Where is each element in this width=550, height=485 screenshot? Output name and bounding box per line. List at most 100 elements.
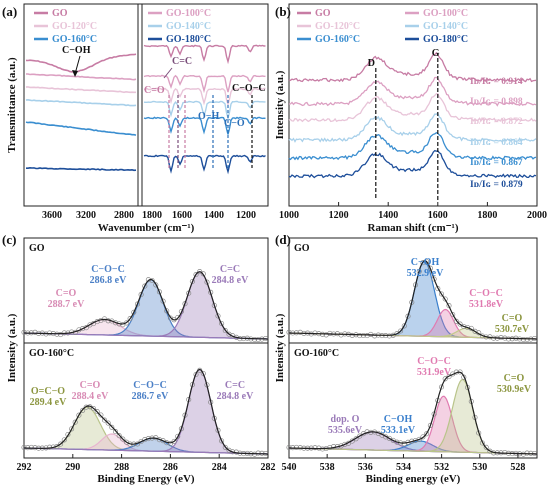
xps-data-point	[431, 276, 437, 282]
tick-282: 282	[261, 462, 276, 473]
xps-peak-value-1-0: 289.4 eV	[30, 397, 67, 408]
xps-data-point	[453, 318, 459, 324]
xps-peak-label-0-0: C−OH	[411, 257, 440, 268]
xps-data-point	[297, 329, 303, 335]
xps-data-point	[398, 328, 404, 334]
panel-c-frame	[23, 237, 269, 459]
xps-data-point	[65, 431, 71, 438]
panel-d-frame	[288, 237, 538, 459]
legend-a-label-0: GO	[52, 8, 68, 19]
xps-peak-label-1-3: C=C	[225, 380, 245, 391]
xps-peak-value-0-2: 530.7eV	[495, 324, 530, 335]
xlabel-a: Wavenumber (cm⁻¹)	[98, 222, 195, 234]
tick-292: 292	[17, 462, 32, 473]
xps-peak-label-1-2: C−O−C	[417, 356, 451, 367]
xps-peak-value-1-3: 530.9eV	[497, 384, 532, 395]
tick-286: 286	[163, 462, 178, 473]
ftir-left-line-5	[26, 166, 137, 172]
xps-data-point	[142, 283, 148, 289]
xps-subpanel-title-1: GO-160°C	[29, 348, 74, 359]
xlabel-d: Binding energy (eV)	[366, 473, 461, 485]
xps-peak-value-0-1: 531.8eV	[469, 299, 504, 310]
xps-peak-value-1-1: 288.4 eV	[72, 391, 109, 402]
xps-peak-value-1-0: 535.6eV	[328, 425, 363, 436]
xps-data-point	[171, 438, 177, 444]
xps-data-point	[386, 435, 392, 441]
tick-530: 530	[472, 462, 487, 473]
raman-ratio-0: Iᴅ/Iɢ = 0.914	[470, 77, 523, 87]
ftir-right-line-5	[143, 154, 266, 175]
xps-data-point	[222, 328, 228, 334]
raman-line-0	[288, 51, 537, 83]
xps-peak-value-1-3: 284.8 eV	[217, 391, 254, 402]
raman-line-5	[288, 149, 537, 179]
xps-data-point	[58, 441, 64, 447]
panel-b-frame	[288, 3, 538, 207]
xps-data-point	[386, 333, 392, 339]
xps-data-point	[524, 336, 530, 343]
annot-c-oh: C−OH	[62, 45, 91, 56]
xps-data-point	[131, 309, 137, 315]
xps-envelope-0	[289, 260, 537, 340]
panel-a-spectra	[25, 44, 266, 175]
xps-peak-label-0-2: C=O	[502, 313, 523, 324]
xps-data-point	[222, 444, 228, 450]
ftir-right-line-4	[143, 116, 266, 135]
xps-data-point	[401, 323, 407, 329]
raman-ratio-3: Iᴅ/Iɢ = 0.864	[470, 138, 523, 148]
xps-data-point	[109, 424, 115, 430]
raman-d-label: D	[368, 58, 375, 69]
tick-532: 532	[434, 462, 449, 473]
xps-data-point	[120, 436, 126, 442]
tick-b-1200: 1200	[329, 210, 349, 221]
tick-540: 540	[282, 462, 297, 473]
panel-c-ticks: 292 290 288 286 284 282	[17, 454, 276, 473]
panel-a-frame	[23, 3, 269, 207]
xps-subpanel-title-0: GO	[29, 243, 45, 254]
xps-data-point	[450, 311, 456, 318]
xps-peak-label-1-3: C=O	[504, 373, 525, 384]
panel-a-marker-lines	[168, 95, 253, 168]
xps-peak-value-0-0: 288.7 eV	[48, 299, 85, 310]
xps-data-point	[200, 271, 206, 277]
xps-envelope-0	[24, 271, 268, 340]
annot-c-o-c: C−O−C	[232, 83, 266, 94]
annot-c-c-line	[163, 67, 173, 79]
tick-534: 534	[396, 462, 411, 473]
xps-peak-value-0-1: 286.8 eV	[90, 275, 127, 286]
annot-o-h: O−H	[198, 111, 219, 122]
legend-a-label-1: GO-100°C	[166, 8, 211, 19]
xps-data-point	[72, 419, 78, 425]
xps-data-point	[98, 412, 104, 418]
tick-b-1800: 1800	[477, 210, 497, 221]
xps-data-point	[438, 291, 445, 297]
xps-envelope-1	[289, 371, 537, 455]
panel-a: (a) GO GO-100°CGO-120°C GO-140°CGO-160°C GO…	[2, 3, 269, 234]
xps-peak-label-1-1: C=O	[80, 380, 101, 391]
tick-538: 538	[320, 462, 335, 473]
ftir-left-line-4	[25, 121, 137, 136]
xps-data-point	[349, 332, 355, 338]
xps-data-point	[372, 333, 378, 339]
xps-peak-label-1-0: O=C−O	[31, 386, 65, 397]
xps-peak-value-1-2: 531.9eV	[417, 367, 452, 378]
xps-data-point	[200, 370, 206, 377]
xps-data-point	[32, 329, 38, 335]
xps-data-point	[219, 438, 225, 444]
xps-data-point	[255, 336, 261, 343]
annot-c-oh-arrowhead	[72, 70, 78, 77]
xps-data-point	[80, 407, 86, 413]
xps-data-point	[80, 326, 86, 332]
xps-data-point	[286, 329, 292, 335]
raman-ratio-5: Iᴅ/Iɢ = 0.879	[470, 180, 523, 190]
tick-b-1600: 1600	[428, 210, 448, 221]
xps-data-point	[353, 436, 359, 442]
xps-data-point	[167, 441, 173, 447]
xps-data-point	[21, 444, 27, 450]
panel-b-legend: GO GO-100°C GO-120°C GO-140°C GO-160°C GO-180…	[297, 8, 468, 45]
